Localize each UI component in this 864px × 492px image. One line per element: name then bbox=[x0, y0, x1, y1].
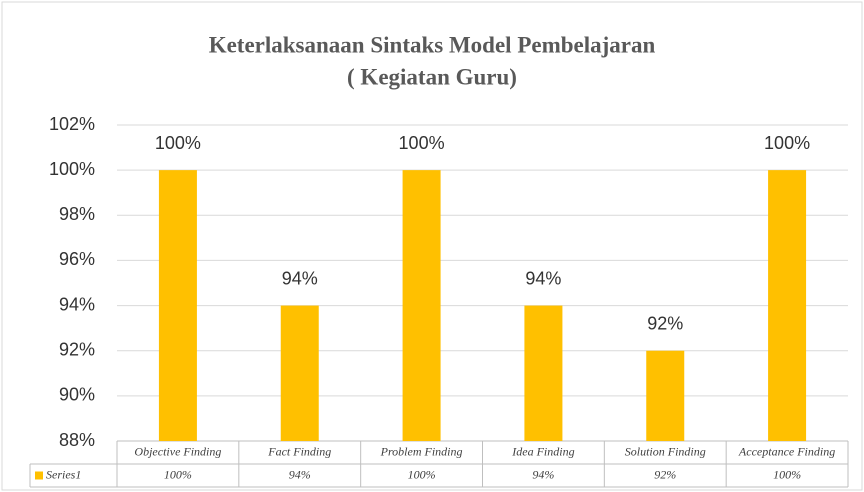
y-tick-label: 94% bbox=[59, 294, 95, 314]
data-label: 100% bbox=[764, 133, 810, 153]
y-tick-label: 92% bbox=[59, 339, 95, 359]
table-value: 94% bbox=[289, 467, 311, 481]
chart-title: Keterlaksanaan Sintaks Model Pembelajara… bbox=[209, 32, 656, 57]
bar bbox=[158, 170, 197, 441]
x-tick-label: Idea Finding bbox=[511, 444, 574, 458]
data-label: 100% bbox=[155, 133, 201, 153]
table-value: 100% bbox=[408, 467, 436, 481]
data-label: 94% bbox=[525, 268, 561, 288]
bar bbox=[524, 305, 563, 441]
data-label: 100% bbox=[399, 133, 445, 153]
y-tick-label: 102% bbox=[49, 114, 95, 134]
data-label: 94% bbox=[282, 268, 318, 288]
chart-title: ( Kegiatan Guru) bbox=[347, 64, 517, 89]
legend-label: Series1 bbox=[46, 467, 81, 481]
bar bbox=[280, 305, 319, 441]
x-tick-label: Objective Finding bbox=[134, 444, 221, 458]
x-tick-label: Acceptance Finding bbox=[738, 444, 835, 458]
bar bbox=[646, 350, 685, 441]
x-tick-label: Problem Finding bbox=[380, 444, 463, 458]
x-tick-label: Solution Finding bbox=[625, 444, 706, 458]
data-label: 92% bbox=[647, 313, 683, 333]
bar bbox=[402, 170, 441, 441]
legend-swatch bbox=[35, 471, 43, 480]
y-tick-label: 100% bbox=[49, 159, 95, 179]
x-tick-label: Fact Finding bbox=[267, 444, 331, 458]
y-tick-label: 88% bbox=[59, 430, 95, 450]
table-value: 92% bbox=[654, 467, 676, 481]
y-tick-label: 98% bbox=[59, 204, 95, 224]
bar bbox=[768, 170, 807, 441]
y-tick-label: 90% bbox=[59, 385, 95, 405]
y-tick-label: 96% bbox=[59, 249, 95, 269]
table-value: 94% bbox=[532, 467, 554, 481]
table-value: 100% bbox=[164, 467, 192, 481]
table-value: 100% bbox=[773, 467, 801, 481]
